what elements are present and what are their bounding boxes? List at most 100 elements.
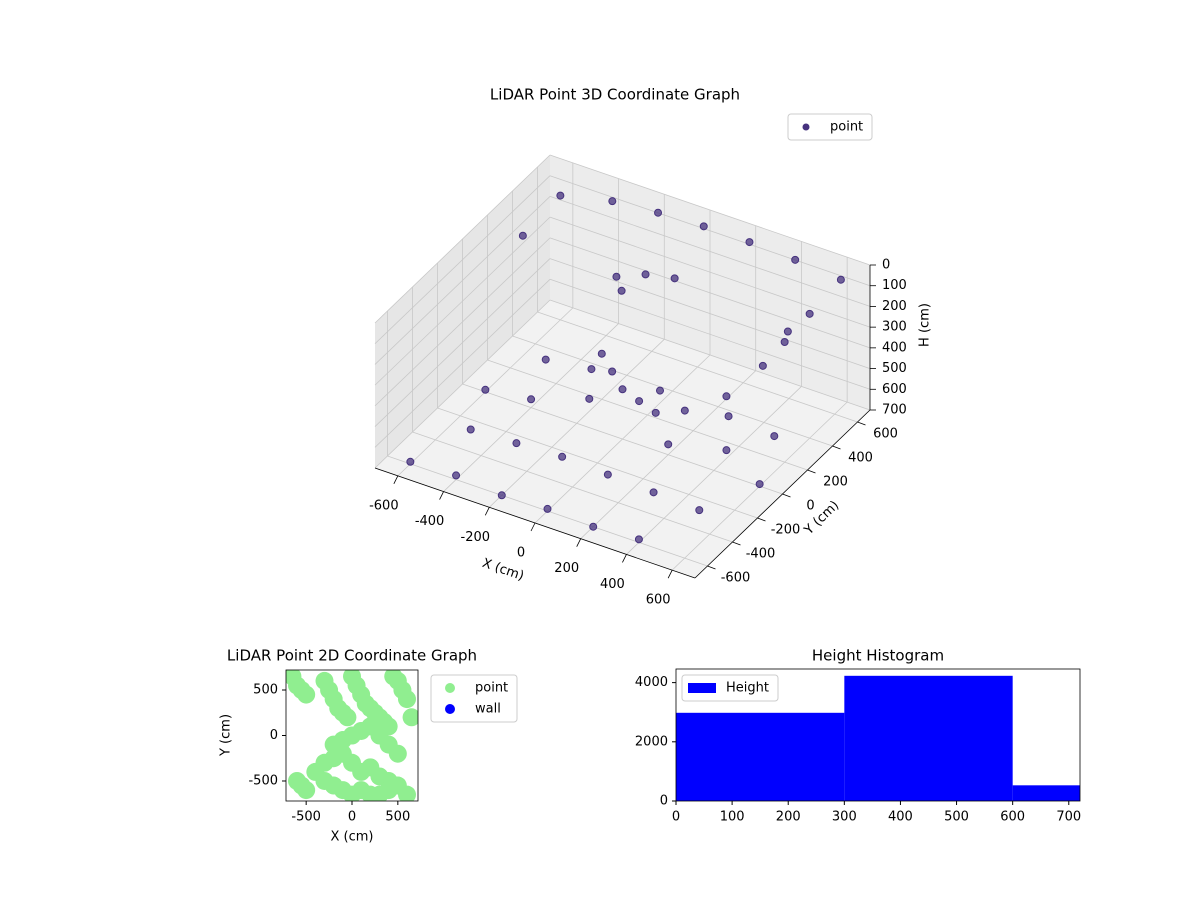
point [783, 327, 792, 336]
legend-marker [688, 683, 716, 693]
grid-line [374, 299, 551, 469]
bar [844, 675, 1013, 801]
point [755, 480, 764, 489]
point [603, 470, 612, 479]
legend-marker [445, 704, 455, 714]
legend-marker [802, 123, 810, 131]
point [608, 367, 617, 376]
point [452, 471, 461, 480]
y-tick-label: 0 [806, 499, 814, 514]
point [402, 708, 418, 727]
point [543, 504, 552, 513]
x-tick-label: 400 [888, 810, 913, 825]
point [466, 425, 475, 434]
z-tick-label: 600 [882, 382, 907, 397]
point [608, 197, 617, 206]
point [398, 785, 416, 801]
x-tick-label: -400 [415, 514, 445, 529]
bar [1012, 785, 1080, 801]
x-tick-label: 600 [646, 593, 671, 608]
legend-label: point [830, 120, 863, 135]
chart-title: LiDAR Point 3D Coordinate Graph [490, 86, 740, 104]
axes-frame [675, 668, 1081, 802]
grid-line [549, 216, 871, 328]
y-tick-label: -200 [771, 523, 801, 538]
y-tick-label: 200 [823, 475, 848, 490]
legend-label: point [475, 681, 508, 696]
point [634, 535, 643, 544]
point [527, 395, 536, 404]
x-tick-label: 0 [672, 810, 680, 825]
z-tick-label: 200 [882, 299, 907, 314]
x-axis [374, 467, 696, 579]
y-tick-label: -500 [248, 773, 278, 788]
x-tick-label: -600 [369, 498, 399, 513]
legend-box [681, 674, 779, 702]
point [541, 355, 550, 364]
grid-line [549, 299, 871, 411]
grid-line [374, 175, 551, 345]
point [398, 690, 416, 709]
point [780, 338, 789, 346]
point [587, 365, 596, 374]
point [649, 488, 658, 497]
z-tick-label: 100 [882, 278, 907, 293]
point [388, 744, 407, 763]
y-tick-label: 0 [660, 794, 668, 809]
legend-label: wall [475, 702, 501, 717]
grid-line [549, 196, 871, 307]
grid-line [462, 383, 783, 495]
legend-box [430, 674, 518, 723]
point [699, 222, 708, 231]
point [512, 439, 521, 448]
tick-mark [832, 445, 841, 450]
point [556, 191, 565, 200]
point [297, 685, 316, 704]
grid-line [549, 278, 871, 390]
point [654, 208, 663, 217]
tick-mark [622, 554, 627, 563]
point [379, 781, 398, 800]
x-tick-label: 200 [776, 810, 801, 825]
point [617, 286, 626, 295]
grid-line [374, 237, 551, 407]
point [722, 392, 731, 401]
grid-line [549, 258, 871, 369]
plot-area [286, 670, 418, 801]
point [791, 255, 800, 264]
point [518, 231, 527, 240]
point [481, 385, 490, 394]
y-tick-label: 400 [848, 451, 873, 466]
point [758, 361, 767, 370]
x-tick-label: 500 [385, 810, 410, 825]
y-tick-label: 4000 [635, 675, 668, 690]
x-tick-label: -200 [461, 530, 491, 545]
tick-mark [782, 493, 791, 498]
tick-mark [857, 421, 866, 426]
tick-mark [707, 565, 716, 570]
x-tick-label: 600 [1000, 810, 1025, 825]
tick-mark [757, 517, 766, 522]
tick-mark [530, 522, 536, 532]
point [664, 440, 673, 449]
tick-mark [393, 475, 399, 485]
point [641, 270, 650, 279]
point [558, 452, 567, 461]
chart-title: Height Histogram [812, 647, 944, 665]
grid-line [412, 431, 733, 543]
point [722, 446, 731, 455]
grid-line [374, 258, 551, 427]
x-tick-label: 0 [348, 810, 356, 825]
point [338, 708, 357, 727]
point [695, 506, 704, 515]
z-tick-label: 300 [882, 320, 907, 335]
point [597, 349, 606, 358]
y-axis-label: Y (cm) [219, 714, 234, 757]
grid-line [512, 335, 833, 447]
x-tick-label: 500 [944, 810, 969, 825]
point [406, 457, 415, 466]
z-axis-label: H (cm) [918, 303, 933, 347]
point [651, 408, 660, 417]
z-tick-label: 700 [882, 403, 907, 418]
